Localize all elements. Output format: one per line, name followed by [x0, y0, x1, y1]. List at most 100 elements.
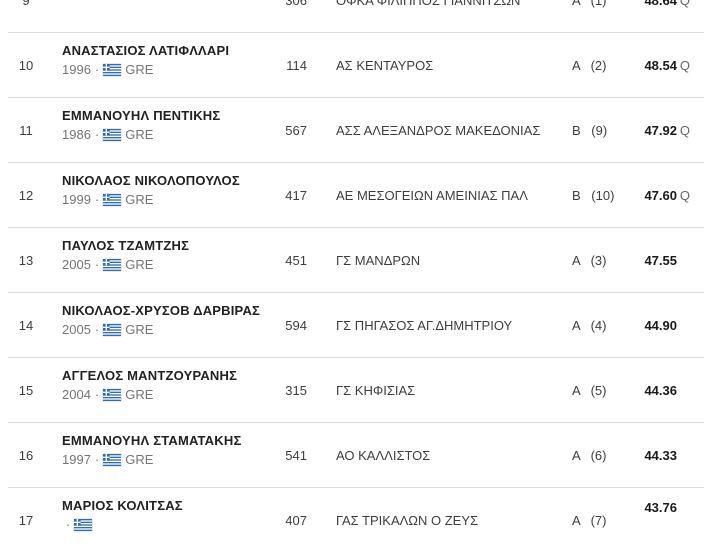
- qualified-mark: Q: [679, 188, 690, 203]
- separator-dot: ·: [94, 62, 100, 77]
- bib-number: 407: [285, 513, 307, 528]
- club-name: ΓΣ ΠΗΓΑΣΟΣ ΑΓ.ΔΗΜΗΤΡΙΟΥ: [336, 318, 513, 333]
- club-name: ΟΦΚΑ ΦΙΛΙΠΠΟΣ ΓΙΑΝΝΙΤΣΩΝ: [336, 0, 521, 8]
- heat-group: A: [572, 448, 580, 463]
- rank: 16: [18, 448, 34, 463]
- result: 43.76: [619, 500, 711, 515]
- club-name: ΑΕ ΜΕΣΟΓΕΙΩΝ ΑΜΕΙΝΙΑΣ ΠΑΛ: [336, 188, 528, 203]
- bib-number: 567: [285, 123, 307, 138]
- table-row[interactable]: 15 ΑΓΓΕΛΟΣ ΜΑΝΤΖΟΥΡΑΝΗΣ 2004 · GRE 315 Γ…: [0, 358, 711, 423]
- athlete-name: ΑΝΑΣΤΑΣΙΟΣ ΛΑΤΙΦΛΛΑΡΙ: [62, 43, 230, 58]
- greece-flag-icon: [103, 388, 122, 401]
- heat-info: A (5): [546, 383, 619, 398]
- separator-dot: ·: [94, 127, 100, 142]
- table-row[interactable]: 9 2005 · GRE 306 ΟΦΚΑ ΦΙΛΙΠΠΟΣ ΓΙΑΝΝΙΤΣΩ…: [0, 0, 711, 33]
- birth-year: 1986: [62, 127, 91, 142]
- greece-flag-icon: [103, 128, 122, 141]
- bib-number: 306: [285, 0, 307, 8]
- result-time: 44.33: [644, 448, 677, 463]
- birth-year: 2005: [62, 257, 91, 272]
- table-row[interactable]: 16 ΕΜΜΑΝΟΥΗΛ ΣΤΑΜΑΤΑΚΗΣ 1997 · GRE 541 Α…: [0, 423, 711, 488]
- athlete-cell: ΝΙΚΟΛΑΟΣ ΝΙΚΟΛΟΠΟΥΛΟΣ 1999 · GRE: [52, 163, 270, 228]
- result-time: 43.76: [644, 500, 677, 515]
- heat-place: (3): [590, 253, 607, 268]
- greece-flag-icon: [74, 518, 93, 531]
- result: 47.60 Q: [619, 188, 711, 203]
- result: 47.92 Q: [619, 123, 711, 138]
- qualified-mark: Q: [679, 58, 690, 73]
- heat-info: A (7): [546, 513, 619, 528]
- qualified-mark: Q: [679, 0, 690, 8]
- result: 44.90: [619, 318, 711, 333]
- heat-group: B: [572, 188, 581, 203]
- result-time: 48.54: [644, 58, 677, 73]
- rank: 9: [22, 0, 30, 8]
- athlete-meta: 2005 · GRE: [62, 255, 270, 274]
- club-name: ΓΣ ΜΑΝΔΡΩΝ: [336, 253, 421, 268]
- table-row[interactable]: 17 ΜΑΡΙΟΣ ΚΟΛΙΤΣΑΣ · 407 ΓΑΣ ΤΡΙΚΑΛΩΝ Ο …: [0, 488, 711, 553]
- club-name: ΑΟ ΚΑΛΛΙΣΤΟΣ: [336, 448, 431, 463]
- rank: 14: [18, 318, 34, 333]
- athlete-cell: ΕΜΜΑΝΟΥΗΛ ΠΕΝΤΙΚΗΣ 1986 · GRE: [52, 98, 270, 163]
- heat-group: A: [572, 513, 580, 528]
- heat-group: A: [572, 383, 580, 398]
- bib-number: 417: [285, 188, 307, 203]
- rank: 12: [18, 188, 34, 203]
- result: 47.55: [619, 253, 711, 268]
- table-row[interactable]: 10 ΑΝΑΣΤΑΣΙΟΣ ΛΑΤΙΦΛΛΑΡΙ 1996 · GRE 114 …: [0, 33, 711, 98]
- athlete-cell: 2005 · GRE: [52, 0, 270, 33]
- club-name: ΑΣΣ ΑΛΕΞΑΝΔΡΟΣ ΜΑΚΕΔΟΝΙΑΣ: [336, 123, 541, 138]
- heat-group: A: [572, 58, 580, 73]
- greece-flag-icon: [103, 63, 122, 76]
- athlete-cell: ΕΜΜΑΝΟΥΗΛ ΣΤΑΜΑΤΑΚΗΣ 1997 · GRE: [52, 423, 270, 488]
- heat-info: A (3): [546, 253, 619, 268]
- heat-info: B (9): [546, 123, 619, 138]
- heat-group: A: [572, 0, 580, 8]
- birth-year: 1999: [62, 192, 91, 207]
- result-time: 44.36: [644, 383, 677, 398]
- athlete-cell: ΑΓΓΕΛΟΣ ΜΑΝΤΖΟΥΡΑΝΗΣ 2004 · GRE: [52, 358, 270, 423]
- result-time: 47.92: [644, 123, 677, 138]
- separator-dot: ·: [94, 322, 100, 337]
- separator-dot: ·: [66, 517, 71, 532]
- birth-year: 1996: [62, 62, 91, 77]
- separator-dot: ·: [94, 257, 100, 272]
- athlete-cell: ΝΙΚΟΛΑΟΣ-ΧΡΥΣΟΒ ΔΑΡΒΙΡΑΣ 2005 · GRE: [52, 293, 270, 358]
- result-time: 44.90: [644, 318, 677, 333]
- nation-code: GRE: [125, 62, 154, 77]
- rank: 13: [18, 253, 34, 268]
- nation-code: GRE: [125, 387, 154, 402]
- greece-flag-icon: [103, 453, 122, 466]
- athlete-meta: ·: [62, 515, 270, 534]
- table-row[interactable]: 12 ΝΙΚΟΛΑΟΣ ΝΙΚΟΛΟΠΟΥΛΟΣ 1999 · GRE 417 …: [0, 163, 711, 228]
- rank: 10: [18, 58, 34, 73]
- athlete-name: ΠΑΥΛΟΣ ΤΖΑΜΤΖΗΣ: [62, 238, 190, 253]
- athlete-name: ΕΜΜΑΝΟΥΗΛ ΠΕΝΤΙΚΗΣ: [62, 108, 221, 123]
- heat-info: A (2): [546, 58, 619, 73]
- nation-code: GRE: [125, 127, 154, 142]
- nation-code: GRE: [125, 257, 154, 272]
- heat-info: A (4): [546, 318, 619, 333]
- table-row[interactable]: 13 ΠΑΥΛΟΣ ΤΖΑΜΤΖΗΣ 2005 · GRE 451 ΓΣ ΜΑΝ…: [0, 228, 711, 293]
- athlete-name: ΜΑΡΙΟΣ ΚΟΛΙΤΣΑΣ: [62, 498, 183, 513]
- nation-code: GRE: [125, 322, 154, 337]
- heat-place: (10): [591, 188, 615, 203]
- athlete-name: ΝΙΚΟΛΑΟΣ ΝΙΚΟΛΟΠΟΥΛΟΣ: [62, 173, 240, 188]
- club-name: ΑΣ ΚΕΝΤΑΥΡΟΣ: [336, 58, 434, 73]
- rank: 15: [18, 383, 34, 398]
- bib-number: 315: [285, 383, 307, 398]
- athlete-meta: 2005 · GRE: [62, 320, 270, 339]
- greece-flag-icon: [103, 258, 122, 271]
- club-name: ΓΣ ΚΗΦΙΣΙΑΣ: [336, 383, 416, 398]
- athlete-meta: 1986 · GRE: [62, 125, 270, 144]
- heat-group: A: [572, 253, 580, 268]
- separator-dot: ·: [94, 452, 100, 467]
- result-time: 47.60: [644, 188, 677, 203]
- table-row[interactable]: 11 ΕΜΜΑΝΟΥΗΛ ΠΕΝΤΙΚΗΣ 1986 · GRE 567 ΑΣΣ…: [0, 98, 711, 163]
- athlete-cell: ΠΑΥΛΟΣ ΤΖΑΜΤΖΗΣ 2005 · GRE: [52, 228, 270, 293]
- table-row[interactable]: 14 ΝΙΚΟΛΑΟΣ-ΧΡΥΣΟΒ ΔΑΡΒΙΡΑΣ 2005 · GRE 5…: [0, 293, 711, 358]
- nation-code: GRE: [125, 452, 154, 467]
- greece-flag-icon: [103, 193, 122, 206]
- result-time: 48.64: [644, 0, 677, 8]
